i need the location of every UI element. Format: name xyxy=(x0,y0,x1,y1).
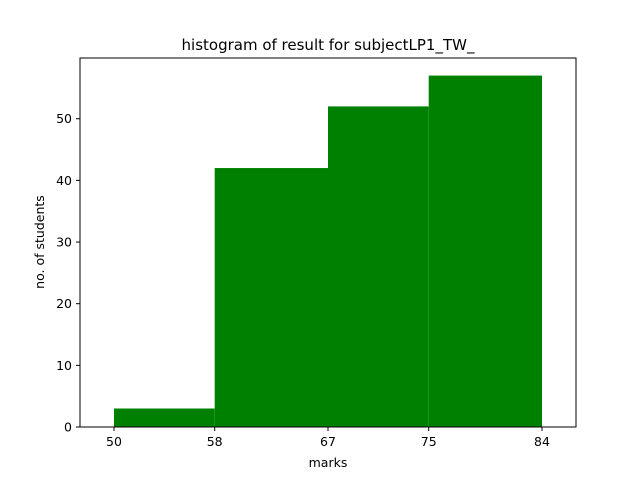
x-axis-ticks: 50 58 67 75 84 xyxy=(106,427,550,449)
chart-title: histogram of result for subjectLP1_TW_ xyxy=(182,36,475,55)
histogram-bar-3 xyxy=(428,75,543,428)
y-axis-label: no. of students xyxy=(32,195,47,289)
x-tick-label-2: 67 xyxy=(320,434,336,449)
histogram-bar-2 xyxy=(328,106,429,427)
x-axis-label: marks xyxy=(309,455,348,470)
y-axis-ticks: 0 10 20 30 40 50 xyxy=(56,111,80,435)
x-tick-label-4: 84 xyxy=(534,434,550,449)
x-tick-label-1: 58 xyxy=(207,434,223,449)
y-tick-label-4: 40 xyxy=(56,173,72,188)
plot-frame xyxy=(79,57,577,428)
histogram-bar-1 xyxy=(214,168,328,428)
y-tick-label-0: 0 xyxy=(64,420,72,435)
y-tick-label-2: 20 xyxy=(56,296,72,311)
y-tick-label-5: 50 xyxy=(56,111,72,126)
y-tick-label-3: 30 xyxy=(56,235,72,250)
x-tick-label-3: 75 xyxy=(421,434,437,449)
y-tick-label-1: 10 xyxy=(56,358,72,373)
bars-group xyxy=(113,75,543,428)
x-tick-label-0: 50 xyxy=(106,434,122,449)
histogram-bar-0 xyxy=(113,408,215,427)
